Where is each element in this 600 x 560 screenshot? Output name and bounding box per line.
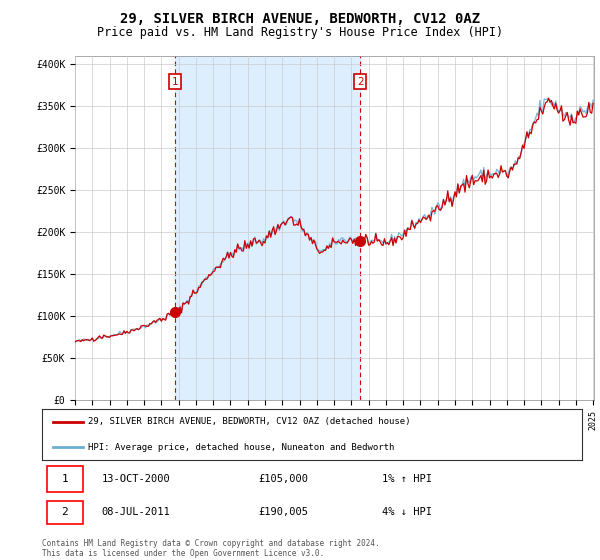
- Text: 1: 1: [172, 77, 178, 87]
- Text: 4% ↓ HPI: 4% ↓ HPI: [382, 507, 432, 517]
- Text: 1% ↑ HPI: 1% ↑ HPI: [382, 474, 432, 484]
- Text: Contains HM Land Registry data © Crown copyright and database right 2024.: Contains HM Land Registry data © Crown c…: [42, 539, 380, 548]
- Text: £190,005: £190,005: [258, 507, 308, 517]
- Text: 29, SILVER BIRCH AVENUE, BEDWORTH, CV12 0AZ (detached house): 29, SILVER BIRCH AVENUE, BEDWORTH, CV12 …: [88, 417, 410, 426]
- Text: 2: 2: [62, 507, 68, 517]
- Text: 1: 1: [62, 474, 68, 484]
- Text: 13-OCT-2000: 13-OCT-2000: [101, 474, 170, 484]
- Text: This data is licensed under the Open Government Licence v3.0.: This data is licensed under the Open Gov…: [42, 549, 324, 558]
- Bar: [47, 466, 83, 492]
- Bar: [47, 501, 83, 524]
- Text: HPI: Average price, detached house, Nuneaton and Bedworth: HPI: Average price, detached house, Nune…: [88, 443, 394, 452]
- Text: Price paid vs. HM Land Registry's House Price Index (HPI): Price paid vs. HM Land Registry's House …: [97, 26, 503, 39]
- Text: 08-JUL-2011: 08-JUL-2011: [101, 507, 170, 517]
- Text: £105,000: £105,000: [258, 474, 308, 484]
- Text: 2: 2: [357, 77, 364, 87]
- Bar: [175, 56, 361, 400]
- Text: 29, SILVER BIRCH AVENUE, BEDWORTH, CV12 0AZ: 29, SILVER BIRCH AVENUE, BEDWORTH, CV12 …: [120, 12, 480, 26]
